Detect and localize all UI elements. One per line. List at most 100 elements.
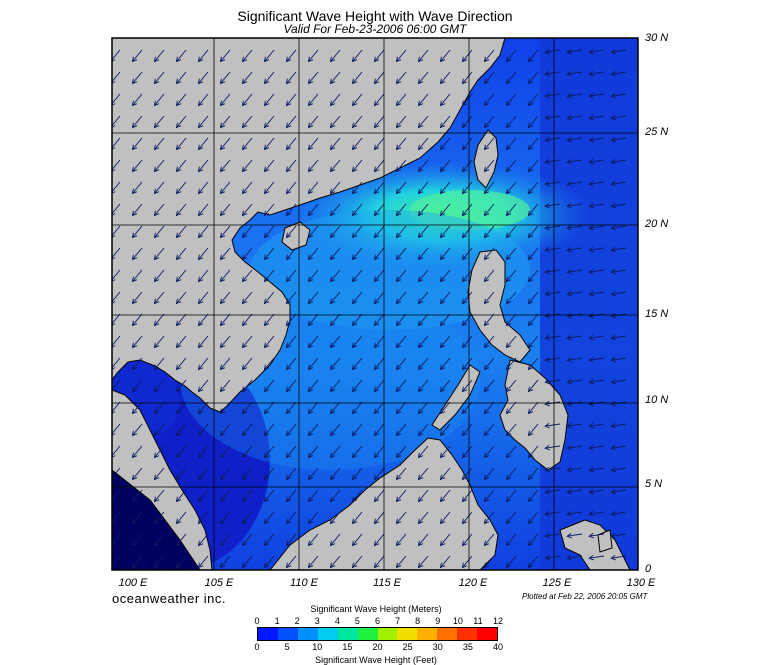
wave-arrow bbox=[351, 159, 363, 173]
lat-label-10n: 10 N bbox=[645, 394, 669, 406]
wave-arrow bbox=[219, 401, 231, 415]
colorbar-meters-title: Significant Wave Height (Meters) bbox=[310, 604, 442, 614]
wave-arrow bbox=[588, 334, 605, 341]
wave-arrow bbox=[566, 224, 583, 231]
philippines-south-land bbox=[499, 359, 569, 471]
wave-arrow bbox=[505, 225, 517, 239]
wave-arrow bbox=[263, 401, 275, 415]
wave-arrow bbox=[175, 247, 187, 261]
wave-arrow bbox=[307, 247, 319, 261]
wave-arrow bbox=[439, 225, 451, 239]
wave-arrow bbox=[395, 137, 407, 151]
wave-arrow bbox=[219, 291, 231, 305]
wave-arrow bbox=[373, 49, 385, 63]
wave-arrow bbox=[219, 203, 231, 217]
wave-arrow bbox=[263, 467, 275, 481]
wave-arrow bbox=[219, 379, 231, 393]
wave-arrow bbox=[610, 488, 627, 495]
wave-arrow bbox=[131, 291, 143, 305]
wave-arrow bbox=[566, 136, 583, 143]
wave-arrow bbox=[131, 401, 143, 415]
wave-arrow bbox=[483, 93, 495, 107]
wave-arrow bbox=[527, 291, 539, 305]
wave-arrow bbox=[219, 269, 231, 283]
wave-arrow bbox=[566, 532, 583, 539]
wave-arrow bbox=[417, 137, 429, 151]
wave-arrow bbox=[131, 137, 143, 151]
colorbar-feet-tick: 20 bbox=[372, 642, 383, 652]
wave-arrow bbox=[395, 401, 407, 415]
wave-arrow bbox=[153, 401, 165, 415]
wave-arrow bbox=[505, 137, 517, 151]
wave-arrow bbox=[285, 115, 297, 129]
wave-arrow bbox=[219, 137, 231, 151]
wave-arrow bbox=[566, 114, 583, 121]
lon-label-105e: 105 E bbox=[204, 577, 234, 589]
wave-arrow bbox=[219, 533, 231, 547]
colorbar-segment bbox=[357, 628, 378, 640]
wave-arrow bbox=[175, 401, 187, 415]
wave-arrow bbox=[351, 203, 363, 217]
wave-arrow bbox=[527, 533, 539, 547]
wave-arrow bbox=[544, 334, 561, 341]
wave-arrow bbox=[544, 356, 561, 363]
wave-arrow bbox=[505, 71, 517, 85]
wave-arrow bbox=[527, 423, 539, 437]
lat-label-0: 0 bbox=[645, 563, 652, 575]
wave-arrow bbox=[285, 401, 297, 415]
wave-arrow bbox=[175, 445, 187, 459]
wave-arrow bbox=[329, 533, 341, 547]
wave-arrow bbox=[153, 159, 165, 173]
colorbar-meters-tick: 4 bbox=[334, 616, 340, 626]
wave-arrow bbox=[566, 510, 583, 517]
wave-arrow bbox=[241, 269, 253, 283]
wave-arrow bbox=[417, 313, 429, 327]
wave-arrow bbox=[285, 313, 297, 327]
wave-arrow bbox=[285, 511, 297, 525]
wave-arrow bbox=[588, 378, 605, 385]
wave-arrow bbox=[197, 225, 209, 239]
wave-arrow bbox=[351, 357, 363, 371]
wave-arrow bbox=[153, 511, 165, 525]
wave-arrow bbox=[351, 379, 363, 393]
wave-arrow bbox=[566, 268, 583, 275]
wave-arrow bbox=[307, 93, 319, 107]
wave-arrow bbox=[527, 357, 539, 371]
wave-arrow bbox=[527, 115, 539, 129]
wave-arrow bbox=[351, 401, 363, 415]
wave-arrow bbox=[588, 224, 605, 231]
wave-arrow bbox=[395, 313, 407, 327]
chart-subtitle: Valid For Feb-23-2006 06:00 GMT bbox=[283, 22, 467, 36]
wave-arrow bbox=[307, 159, 319, 173]
wave-arrow bbox=[373, 511, 385, 525]
wave-arrow bbox=[610, 158, 627, 165]
wave-arrow bbox=[351, 445, 363, 459]
wave-arrow bbox=[544, 246, 561, 253]
wave-arrow bbox=[307, 511, 319, 525]
wave-arrow bbox=[197, 203, 209, 217]
colorbar-segment bbox=[277, 628, 298, 640]
wave-arrow bbox=[527, 269, 539, 283]
wave-arrow bbox=[153, 533, 165, 547]
wave-arrow bbox=[153, 313, 165, 327]
wave-arrow bbox=[483, 489, 495, 503]
wave-arrow bbox=[544, 224, 561, 231]
wave-arrow bbox=[263, 445, 275, 459]
wave-arrow bbox=[373, 379, 385, 393]
wave-arrow bbox=[610, 510, 627, 517]
wave-arrow bbox=[417, 379, 429, 393]
wave-arrow bbox=[461, 203, 473, 217]
wave-arrow bbox=[566, 334, 583, 341]
colorbar-feet-tick: 15 bbox=[342, 642, 353, 652]
wave-arrow bbox=[395, 225, 407, 239]
wave-arrow bbox=[153, 467, 165, 481]
wave-arrow bbox=[175, 335, 187, 349]
wave-arrow bbox=[527, 181, 539, 195]
wave-arrow bbox=[417, 159, 429, 173]
wave-arrow bbox=[461, 335, 473, 349]
wave-arrow bbox=[527, 313, 539, 327]
wave-arrow bbox=[241, 423, 253, 437]
wave-arrow bbox=[219, 335, 231, 349]
wave-arrow bbox=[588, 466, 605, 473]
lon-label-110e: 110 E bbox=[290, 577, 318, 589]
